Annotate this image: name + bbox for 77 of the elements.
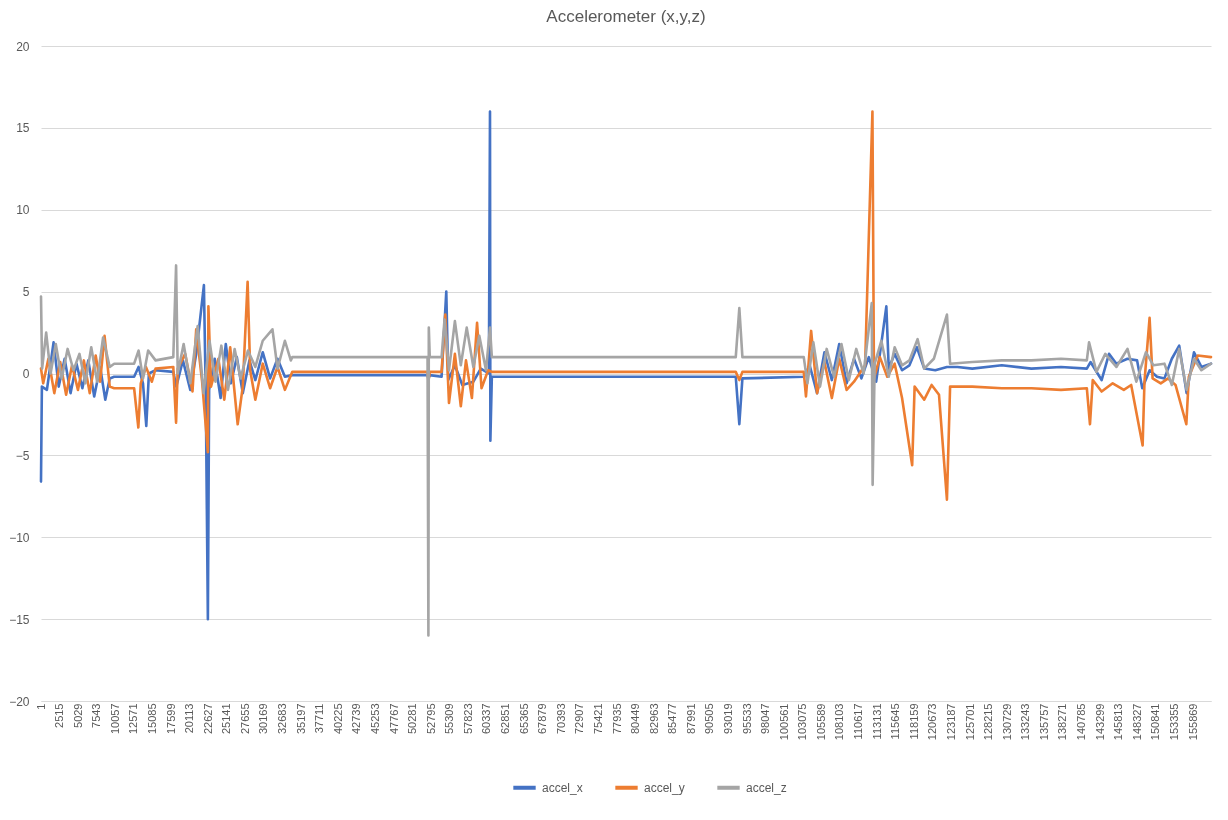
x-tick-label: 60337 [480,703,493,735]
x-tick-label: 150841 [1149,703,1162,741]
x-tick-label: 155869 [1186,703,1199,741]
x-tick-label: 15085 [145,703,158,735]
x-tick-label: 52795 [424,703,437,735]
x-tick-label: 95533 [740,703,753,735]
legend-label: accel_y [644,780,685,795]
line-series [39,264,1213,637]
x-tick-label: 80449 [629,703,642,735]
x-tick-label: 70393 [554,703,567,735]
x-tick-label: 1 [34,703,47,710]
x-tick-label: 115645 [889,703,902,740]
x-tick-label: 25141 [220,703,233,735]
x-tick-label: 27655 [238,703,251,735]
y-tick-label: 0 [22,367,30,381]
y-tick-label: −20 [9,694,30,709]
y-tick-label: 15 [16,121,30,136]
x-tick-label: 105589 [814,703,827,741]
x-tick-label: 153355 [1167,703,1180,741]
x-tick-label: 75421 [591,703,604,735]
x-tick-label: 113131 [870,703,883,740]
x-tick-label: 7543 [90,703,103,728]
x-tick-label: 72907 [573,703,586,735]
x-tick-label: 133243 [1019,703,1032,741]
x-tick-label: 148327 [1130,703,1143,741]
x-tick-label: 93019 [722,703,734,735]
x-tick-label: 22627 [201,703,214,735]
x-tick-label: 2515 [53,703,66,728]
x-tick-label: 90505 [703,703,716,735]
y-tick-label: −10 [9,530,30,545]
x-tick-label: 17599 [164,703,177,735]
x-tick-label: 130729 [1000,703,1013,741]
x-tick-label: 32683 [276,703,289,735]
x-tick-label: 45253 [368,703,381,735]
x-tick-label: 77935 [610,703,623,735]
x-tick-label: 5029 [71,703,84,728]
y-tick-label: −15 [9,612,30,627]
x-tick-label: 100561 [777,703,790,741]
x-tick-label: 118159 [907,703,920,740]
y-tick-label: 5 [22,285,30,300]
x-tick-label: 87991 [684,703,697,735]
x-tick-label: 35197 [294,703,307,735]
x-tick-label: 103075 [796,703,809,741]
x-tick-label: 143299 [1093,703,1106,741]
x-tick-label: 30169 [257,703,270,735]
x-tick-label: 98047 [759,703,772,735]
x-tick-label: 47767 [387,703,400,735]
x-tick-label: 108103 [833,703,846,741]
x-tick-label: 135757 [1037,703,1050,741]
x-tick-label: 37711 [313,703,326,734]
x-tick-label: 145813 [1112,703,1125,741]
x-tick-label: 50281 [406,703,419,735]
x-tick-label: 82963 [647,703,660,735]
x-tick-label: 10057 [108,703,121,735]
x-tick-label: 128215 [982,703,995,741]
y-tick-label: 10 [16,203,30,218]
x-tick-label: 85477 [666,703,679,735]
x-tick-label: 42739 [350,703,363,735]
x-tick-label: 62851 [499,703,512,735]
x-tick-label: 40225 [331,703,344,735]
x-tick-label: 65365 [517,703,530,735]
x-tick-label: 67879 [536,703,549,735]
x-tick-label: 20113 [183,703,196,734]
x-tick-label: 140785 [1075,703,1088,741]
y-tick-label: 20 [16,39,30,54]
legend-label: accel_x [542,780,583,795]
legend-label: accel_z [746,780,787,795]
x-tick-label: 110617 [852,703,865,740]
y-tick-label: −5 [15,448,30,463]
x-tick-label: 12571 [127,703,140,735]
chart-title: Accelerometer (x,y,z) [546,7,706,26]
x-tick-label: 123187 [944,703,957,741]
x-tick-label: 120673 [926,703,939,741]
x-tick-label: 55309 [443,703,456,735]
x-tick-label: 125701 [963,703,976,741]
x-tick-label: 138271 [1056,703,1069,741]
x-tick-label: 57823 [461,703,474,735]
